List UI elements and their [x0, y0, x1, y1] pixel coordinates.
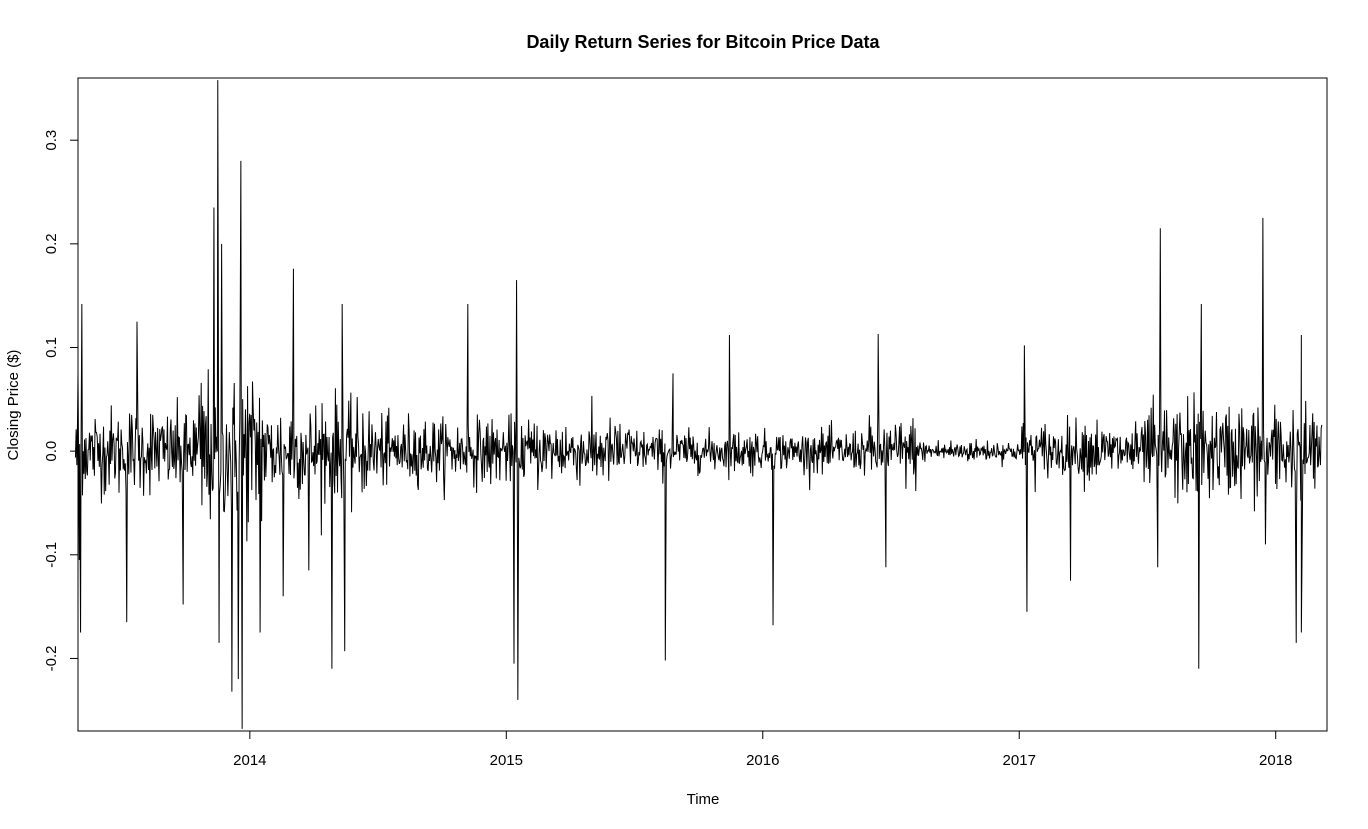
y-tick-label: 0.0: [43, 441, 60, 462]
x-tick-label: 2018: [1259, 752, 1292, 769]
y-axis: -0.2 -0.1 0.0 0.1 0.2 0.3: [43, 130, 79, 672]
y-tick-label: -0.2: [43, 646, 60, 672]
x-axis-label: Time: [687, 791, 720, 808]
y-axis-label: Closing Price ($): [5, 350, 22, 461]
x-tick-label: 2016: [746, 752, 779, 769]
y-tick-label: -0.1: [43, 542, 60, 568]
y-tick-label: 0.1: [43, 337, 60, 358]
x-tick-label: 2017: [1003, 752, 1036, 769]
x-axis: 2014 2015 2016 2017 2018: [233, 730, 1292, 769]
return-series-line: [74, 80, 1323, 729]
x-tick-label: 2015: [490, 752, 523, 769]
x-tick-label: 2014: [233, 752, 266, 769]
plot-frame: [77, 77, 1328, 732]
plot-area: [74, 80, 1323, 729]
y-tick-label: 0.2: [43, 233, 60, 254]
y-tick-label: 0.3: [43, 130, 60, 151]
chart-title: Daily Return Series for Bitcoin Price Da…: [526, 32, 880, 52]
